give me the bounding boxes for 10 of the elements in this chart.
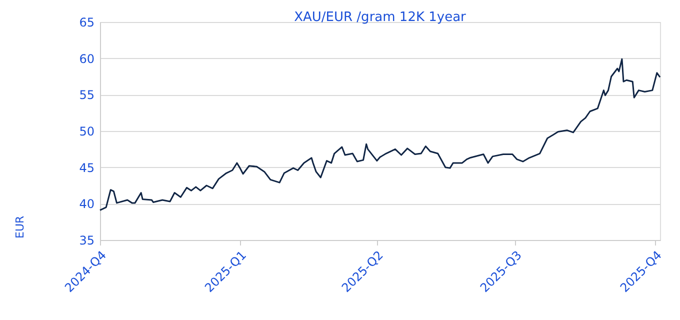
y-tick-label: 55 bbox=[79, 88, 94, 102]
y-tick-label: 35 bbox=[79, 234, 94, 248]
y-tick-label: 50 bbox=[79, 124, 94, 138]
y-tick-label: 45 bbox=[79, 160, 94, 175]
chart-title: XAU/EUR /gram 12K 1year bbox=[294, 10, 467, 25]
y-axis-title: EUR bbox=[14, 216, 26, 238]
y-tick-label: 60 bbox=[79, 52, 94, 66]
line-series bbox=[99, 58, 661, 211]
y-tick-label: 40 bbox=[79, 197, 94, 212]
y-tick-label: 65 bbox=[79, 16, 94, 30]
